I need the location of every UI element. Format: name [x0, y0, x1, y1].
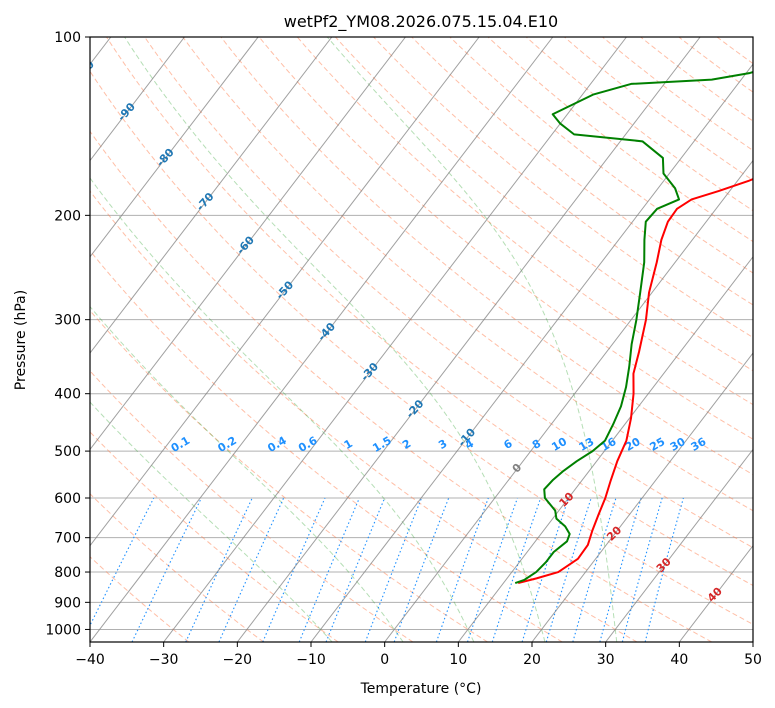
isotherms — [90, 37, 753, 642]
mixing-ratio-line — [521, 497, 570, 642]
y-tick-label: 900 — [54, 595, 81, 611]
isotherm-line — [310, 63, 753, 642]
isotherm-line — [384, 159, 753, 642]
mixing-ratio-line — [466, 497, 518, 642]
isotherm-line — [90, 37, 259, 258]
mixing-ratio-line — [393, 497, 450, 642]
dry-adiabat — [525, 37, 753, 212]
dry-adiabat — [296, 37, 753, 406]
y-tick-label: 1000 — [45, 622, 81, 638]
mixing-ratio-lines — [90, 497, 684, 642]
moist-adiabat — [90, 177, 475, 642]
mixing-ratio-line — [621, 497, 663, 642]
x-tick-label: 30 — [597, 652, 615, 668]
y-tick-label: 500 — [54, 444, 81, 460]
mixing-ratio-line — [325, 497, 386, 642]
mixing-ratio-line — [131, 497, 202, 642]
y-tick-label: 600 — [54, 491, 81, 507]
x-tick-label: −10 — [296, 652, 326, 668]
sounding-profiles — [514, 71, 753, 585]
mixing-ratio-line — [90, 497, 155, 627]
x-tick-label: −30 — [149, 652, 179, 668]
y-tick-label: 300 — [54, 313, 81, 329]
dry-adiabat — [90, 70, 753, 625]
dry-adiabat — [106, 37, 753, 587]
dewpoint-profile-line — [514, 71, 753, 584]
isotherm-line — [90, 37, 480, 547]
mixing-ratio-line — [185, 497, 253, 642]
dry-adiabat — [220, 37, 753, 476]
mixing-ratio-line — [364, 497, 423, 642]
dry-adiabat — [90, 190, 638, 642]
y-tick-label: 100 — [54, 30, 81, 46]
x-tick-label: 40 — [670, 652, 688, 668]
x-axis-label: Temperature (°C) — [360, 681, 482, 697]
mixing-ratio-line — [491, 497, 542, 642]
isotherm-line — [90, 37, 406, 451]
moist-adiabats — [90, 37, 618, 642]
isotherm-line — [531, 352, 753, 642]
isotherm-line — [163, 37, 627, 642]
isotherm-line — [236, 37, 701, 642]
plot-frame — [89, 36, 754, 643]
dry-adiabat — [182, 37, 753, 512]
mixing-ratio-line — [599, 497, 642, 642]
dry-adiabat — [449, 37, 753, 274]
mixing-ratio-line — [644, 497, 684, 642]
y-axis-ticks: 100 200 300 400 500 600 700 800 900 1000 — [45, 30, 90, 638]
y-tick-label: 800 — [54, 565, 81, 581]
x-tick-label: −40 — [75, 652, 105, 668]
y-tick-label: 200 — [54, 208, 81, 224]
isotherm-line — [605, 448, 753, 642]
moist-adiabat — [124, 37, 546, 642]
temperature-profile-line — [517, 177, 753, 585]
isotherm-line — [90, 37, 185, 162]
dry-adiabats — [90, 37, 753, 642]
x-tick-label: 50 — [744, 652, 762, 668]
dry-adiabat — [602, 37, 753, 152]
x-tick-label: −20 — [223, 652, 253, 668]
x-tick-label: 10 — [449, 652, 467, 668]
moist-adiabat — [326, 37, 618, 642]
dry-adiabat — [373, 37, 753, 339]
y-tick-label: 700 — [54, 531, 81, 547]
dry-adiabat — [90, 130, 712, 642]
moist-adiabat — [90, 305, 404, 642]
dry-adiabat — [90, 370, 414, 642]
mixing-ratio-line — [572, 497, 617, 642]
dry-adiabat — [258, 37, 753, 440]
isotherm-line — [90, 37, 554, 642]
x-axis-ticks: −40 −30 −20 −10 0 10 20 30 40 50 — [75, 642, 762, 668]
x-tick-label: 20 — [523, 652, 541, 668]
x-tick-label: 0 — [380, 652, 389, 668]
y-tick-label: 400 — [54, 387, 81, 403]
dry-adiabat — [144, 37, 753, 549]
isotherm-line — [457, 255, 753, 642]
y-axis-label: Pressure (hPa) — [13, 290, 29, 390]
dry-adiabat — [90, 249, 563, 642]
mixing-ratio-line — [545, 497, 592, 642]
isotherm-line — [90, 37, 333, 354]
chart-title: wetPf2_YM08.2026.075.15.04.E10 — [284, 12, 558, 32]
moist-adiabat — [90, 401, 333, 642]
mixing-ratio-line — [435, 497, 489, 642]
